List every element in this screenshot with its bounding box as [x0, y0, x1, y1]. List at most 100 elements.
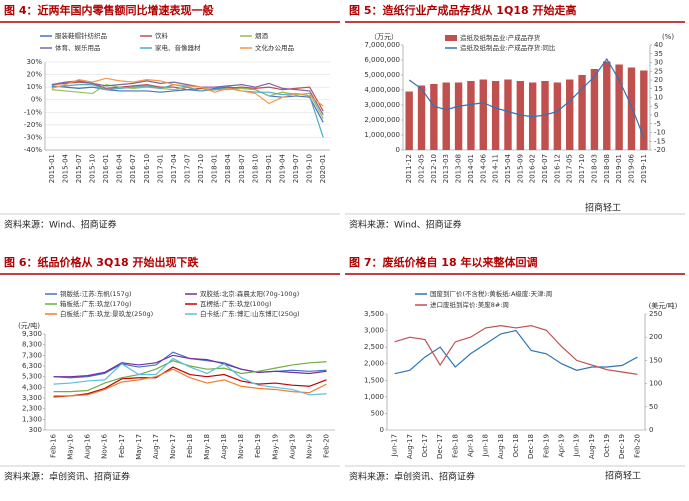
x-tick-label: Aug-18 — [220, 434, 228, 459]
legend-label: 双胶纸:北京:森晨太阳(70g-100g) — [200, 289, 299, 298]
y-tick-label: 7,300 — [22, 351, 42, 359]
x-tick-label: 2018-03 — [590, 154, 598, 183]
x-tick-label: Feb-19 — [542, 434, 550, 458]
y-tick-label: 20% — [26, 71, 42, 79]
legend-label: 造纸及纸制品业:产成品存货 — [460, 33, 541, 42]
x-tick-label: 2016-07 — [541, 154, 549, 183]
source: 资料来源：Wind、招商证券 — [4, 219, 117, 231]
bar — [454, 82, 463, 150]
y-tick-label: -40% — [24, 146, 42, 154]
legend-label: 白卡纸:广东:博汇:山东博汇(250g) — [200, 309, 300, 318]
x-tick-label: May-17 — [135, 434, 143, 460]
y2-tick-label: -5 — [654, 120, 661, 128]
x-tick-label: 2017-10 — [578, 154, 586, 183]
y-tick-label: 1,300 — [22, 415, 42, 423]
y-tick-label: 3,000,000 — [364, 101, 400, 109]
bar — [603, 61, 611, 150]
x-tick-label: 2017-07 — [184, 154, 192, 183]
y-tick-label: 5,000,000 — [364, 71, 400, 79]
y-tick-label: 7,000,000 — [364, 41, 400, 49]
x-tick-label: 2012-05 — [418, 154, 426, 183]
chart-title: 图 6：纸品价格从 3Q18 开始出现下跌 — [4, 255, 199, 269]
x-tick-label: 2017-05 — [566, 154, 574, 183]
x-tick-label: Jun-19 — [573, 434, 581, 457]
x-tick-label: 2020-01 — [319, 154, 327, 183]
x-tick-label: Dec-18 — [527, 434, 535, 459]
x-tick-label: 2019-06 — [627, 153, 635, 183]
legend-label: 烟酒 — [255, 31, 269, 40]
x-tick-label: Nov-16 — [101, 433, 109, 458]
x-tick-label: 2016-07 — [129, 154, 137, 183]
series-line — [53, 368, 327, 397]
x-tick-label: Aug-18 — [497, 434, 505, 459]
x-tick-label: 2018-04 — [224, 153, 232, 183]
legend-label: 箱板纸:广东:玖龙(170g) — [60, 299, 131, 308]
y2-tick-label: 20 — [654, 76, 663, 84]
y-tick-label: 0% — [31, 96, 42, 104]
y-tick-label: 1,000,000 — [364, 131, 400, 139]
x-tick-label: 2015-01 — [48, 154, 56, 183]
y2-tick-label: 250 — [649, 310, 662, 318]
axis-unit: (元/吨) — [18, 321, 40, 330]
x-tick-label: Dec-19 — [618, 434, 626, 459]
y2-tick-label: 35 — [654, 50, 663, 58]
legend-label: 饮料 — [155, 31, 169, 40]
x-tick-label: Jun-17 — [391, 434, 399, 457]
series-line — [53, 357, 327, 396]
y-tick-label: 3,500 — [364, 310, 384, 318]
x-tick-label: Oct-17 — [421, 434, 429, 458]
y-tick-label: 300 — [29, 426, 42, 434]
x-tick-label: Feb-19 — [254, 434, 262, 458]
x-tick-label: 2011-12 — [405, 154, 413, 183]
x-tick-label: Aug-17 — [152, 434, 160, 459]
bar — [491, 81, 500, 150]
x-tick-label: Aug-19 — [288, 434, 296, 459]
x-tick-label: 2015-04 — [504, 153, 512, 183]
x-tick-label: 2014-06 — [479, 153, 487, 183]
bar — [405, 91, 413, 150]
y2-tick-label: 5 — [654, 102, 658, 110]
bar — [566, 79, 574, 150]
y-tick-label: 2,000 — [364, 360, 384, 368]
y2-tick-label: -15 — [654, 137, 665, 145]
x-tick-label: 2017-10 — [197, 154, 205, 183]
y-tick-label: 9,300 — [22, 330, 42, 338]
y-tick-label: -10% — [24, 108, 42, 116]
legend-label: 铜版纸:江苏:东帆(157g) — [60, 289, 131, 298]
x-tick-label: Aug-16 — [84, 433, 92, 459]
bar — [417, 85, 426, 150]
y-tick-label: 2,500 — [364, 343, 384, 351]
bar — [430, 84, 438, 150]
legend-label: 瓦楞纸:广东:玖龙(100g) — [200, 299, 271, 308]
x-tick-label: Oct-18 — [512, 434, 520, 458]
x-tick-label: 2015-10 — [89, 154, 97, 183]
x-tick-label: 2013-03 — [442, 154, 450, 183]
x-tick-label: 2019-11 — [640, 154, 648, 183]
y2-tick-label: 50 — [649, 403, 658, 411]
series-line — [408, 57, 645, 138]
y-tick-label: 2,000,000 — [364, 116, 400, 124]
legend-label: 服装鞋帽针纺织品 — [55, 31, 107, 40]
x-tick-label: 2015-07 — [75, 154, 83, 183]
legend-label: 造纸及纸制品业:产成品存货:同比 — [460, 43, 556, 52]
x-tick-label: 2019-01 — [615, 154, 623, 183]
x-tick-label: 2015-04 — [61, 153, 69, 183]
x-tick-label: Nov-17 — [169, 434, 177, 459]
y2-tick-label: 10 — [654, 94, 663, 102]
legend-swatch — [445, 35, 457, 41]
series-line — [53, 360, 327, 393]
y2-tick-label: 0 — [649, 426, 653, 434]
x-tick-label: Feb-18 — [186, 434, 194, 458]
y-tick-label: 8,300 — [22, 341, 42, 349]
x-tick-label: Apr-18 — [466, 434, 474, 457]
axis-unit: (%) — [662, 33, 674, 41]
legend-label: 文化办公用品 — [255, 43, 294, 52]
x-tick-label: Feb-18 — [451, 434, 459, 458]
source: 资料来源：Wind、招商证券 — [349, 219, 462, 231]
y-tick-label: 500 — [371, 409, 384, 417]
x-tick-label: 2016-12 — [553, 154, 561, 183]
y2-tick-label: 200 — [649, 333, 662, 341]
x-tick-label: Nov-19 — [305, 434, 313, 459]
y2-tick-label: 150 — [649, 356, 662, 364]
x-tick-label: 2017-01 — [156, 154, 164, 183]
